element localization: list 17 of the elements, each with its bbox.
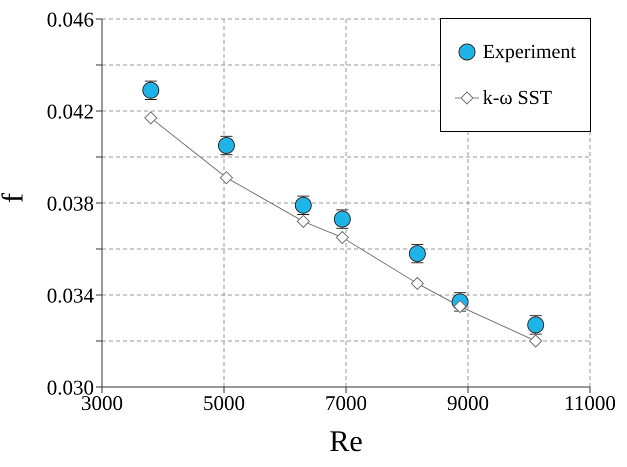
x-axis-title: Re	[329, 425, 363, 458]
x-tick-label: 9000	[447, 390, 489, 415]
point	[296, 214, 310, 228]
x-tick-label: 5000	[203, 390, 245, 415]
y-axis-title: f	[0, 193, 30, 203]
point	[410, 277, 424, 290]
y-tick-label: 0.034	[46, 283, 94, 308]
y-tick-label: 0.042	[46, 99, 94, 124]
y-tick-label: 0.046	[46, 7, 94, 32]
point	[336, 231, 349, 244]
x-tick-label: 7000	[325, 390, 367, 415]
point	[529, 334, 542, 348]
legend-label: Experiment	[482, 40, 576, 64]
point	[220, 171, 233, 184]
y-tick-label: 0.038	[46, 191, 94, 216]
legend-label: k-ω SST	[482, 86, 552, 110]
x-tick-label: 11000	[564, 390, 616, 415]
